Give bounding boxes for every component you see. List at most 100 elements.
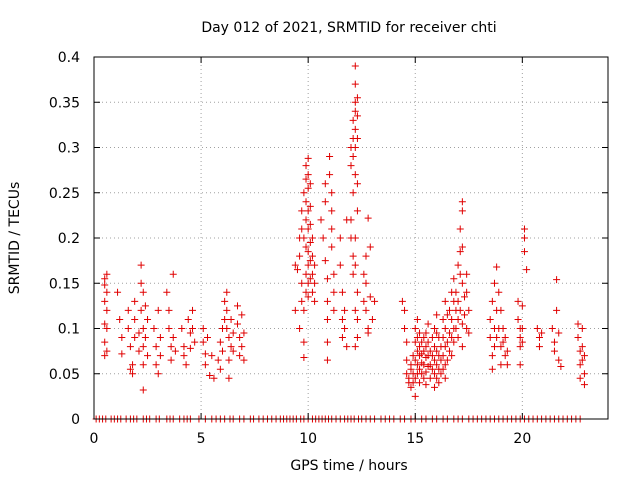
x-tick-label: 5 — [197, 431, 206, 447]
data-point — [317, 216, 325, 224]
data-point — [420, 361, 428, 369]
data-point — [437, 370, 445, 378]
data-point — [302, 198, 310, 206]
data-point — [131, 315, 139, 323]
data-point — [103, 347, 111, 355]
data-points — [92, 62, 588, 423]
data-point — [306, 220, 314, 228]
data-point — [300, 353, 308, 361]
data-point — [458, 207, 466, 215]
data-point — [304, 184, 312, 192]
data-point — [347, 162, 355, 170]
data-point — [330, 306, 338, 314]
data-point — [204, 334, 212, 342]
data-point — [302, 162, 310, 170]
data-point — [362, 252, 370, 260]
data-point — [139, 325, 147, 332]
data-point — [306, 239, 314, 247]
x-tick-label: 15 — [406, 431, 424, 447]
data-point — [550, 347, 558, 355]
data-point — [555, 329, 563, 337]
data-point — [131, 334, 139, 342]
data-point — [154, 306, 162, 314]
data-point — [321, 257, 329, 265]
data-point — [141, 334, 149, 342]
data-point — [362, 306, 370, 314]
data-point — [446, 329, 454, 337]
data-point — [336, 234, 344, 242]
data-point — [574, 334, 582, 342]
data-point — [461, 293, 469, 301]
data-point — [401, 306, 409, 314]
data-point — [129, 370, 137, 378]
data-point — [351, 98, 359, 106]
data-point — [448, 315, 456, 323]
data-point — [364, 214, 372, 222]
data-point — [428, 365, 436, 373]
data-point — [454, 334, 462, 342]
data-point — [341, 325, 349, 332]
data-point — [236, 334, 244, 342]
data-point — [557, 363, 565, 371]
data-point — [152, 343, 160, 351]
data-point — [456, 248, 464, 256]
data-point — [413, 347, 421, 355]
data-point — [353, 94, 361, 102]
data-point — [422, 329, 430, 337]
data-point — [351, 107, 359, 115]
data-point — [326, 153, 334, 161]
data-point — [368, 315, 376, 323]
data-point — [126, 343, 134, 351]
data-point — [418, 338, 426, 346]
data-point — [186, 344, 194, 352]
data-point — [240, 329, 248, 337]
y-tick-label: 0.25 — [49, 186, 80, 202]
data-point — [304, 293, 312, 301]
data-point — [401, 325, 409, 332]
data-point — [411, 374, 419, 382]
data-point — [137, 279, 145, 287]
data-point — [411, 356, 419, 364]
data-point — [578, 343, 586, 351]
data-point — [304, 207, 312, 215]
data-point — [167, 356, 175, 364]
data-point — [454, 261, 462, 269]
data-point — [443, 338, 451, 346]
data-point — [118, 350, 126, 358]
data-point — [535, 343, 543, 351]
data-point — [411, 338, 419, 346]
data-point — [548, 325, 556, 332]
data-point — [497, 306, 505, 314]
data-point — [443, 311, 451, 319]
data-point — [216, 365, 224, 373]
data-point — [413, 334, 421, 342]
data-point — [103, 325, 111, 332]
y-tick-label: 0.05 — [49, 367, 80, 383]
x-tick-labels: 0 5 10 15 20 — [90, 431, 532, 447]
data-point — [238, 311, 246, 319]
data-point — [486, 334, 494, 342]
data-point — [311, 261, 319, 269]
data-point — [409, 352, 417, 360]
data-point — [225, 356, 233, 364]
data-point — [221, 297, 229, 305]
data-point — [514, 315, 522, 323]
data-point — [407, 383, 415, 391]
data-point — [216, 338, 224, 346]
data-point — [103, 288, 111, 296]
data-point — [428, 334, 436, 342]
data-point — [493, 263, 501, 271]
data-point — [103, 270, 111, 278]
y-tick-label: 0.3 — [58, 141, 80, 157]
data-point — [416, 343, 424, 351]
data-point — [225, 334, 233, 342]
data-point — [416, 365, 424, 373]
data-point — [169, 334, 177, 342]
data-point — [351, 306, 359, 314]
data-point — [518, 325, 526, 332]
data-point — [465, 329, 473, 337]
data-point — [456, 270, 464, 278]
data-point — [304, 279, 312, 287]
data-point — [152, 361, 160, 369]
data-point — [101, 320, 109, 328]
